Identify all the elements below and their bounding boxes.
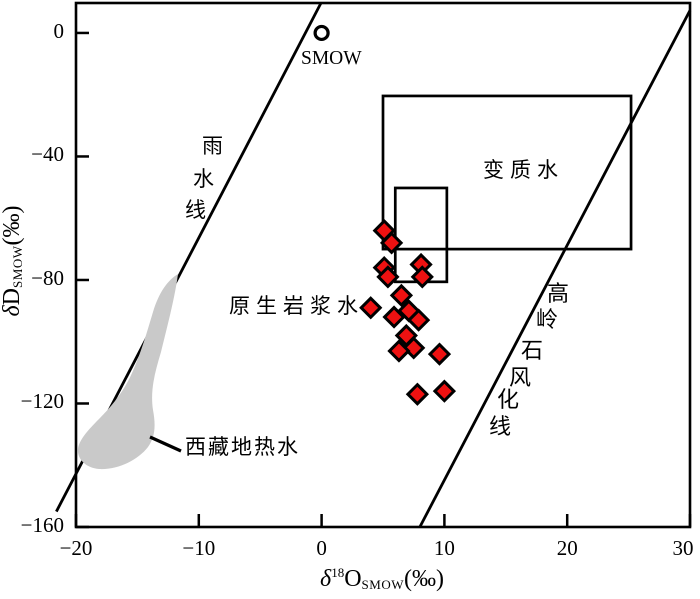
y-tick-label: −120 [20, 389, 64, 414]
sample-diamond [402, 336, 426, 360]
smow-label: SMOW [301, 48, 362, 69]
x-axis-subscript: SMOW [361, 577, 404, 592]
tibet-geothermal-leader [149, 435, 182, 453]
meteoric-line-label-char-2: 水 [193, 167, 214, 191]
magmatic-water-label: 原生岩浆水 [229, 294, 364, 318]
sample-diamond [379, 231, 404, 255]
y-axis-delta: δ [0, 305, 25, 317]
x-tick-label: 20 [556, 536, 578, 560]
tibet-geothermal-label: 西藏地热水 [185, 435, 300, 459]
x-tick-label: −20 [59, 536, 93, 560]
x-axis-title: δ18OSMOW(‰) [282, 565, 482, 592]
kaolinite-line-label-char-1: 高 [547, 281, 570, 306]
y-axis-unit: (‰) [0, 205, 25, 246]
smow-circle [313, 24, 330, 42]
sample-diamond [410, 265, 434, 289]
x-axis-main: O [344, 566, 362, 592]
x-tick-label: −10 [182, 536, 216, 560]
kaolinite-line-label-char-6: 线 [489, 414, 512, 439]
kaolinite-line-label-char-3: 石 [521, 338, 544, 363]
y-tick-label: −80 [31, 265, 64, 290]
x-axis-unit: (‰) [403, 566, 444, 592]
sample-diamond [432, 379, 457, 403]
x-tick-label: 0 [316, 536, 327, 560]
kaolinite-line-label-char-5: 化 [497, 387, 520, 412]
x-axis-delta: δ [320, 566, 332, 592]
y-tick-label: −160 [20, 513, 64, 537]
sample-diamond [427, 342, 452, 366]
sample-diamond [382, 305, 406, 329]
kaolinite-line-label-char-2: 岭 [536, 307, 559, 332]
y-axis-title: δDSMOW(‰) [0, 156, 27, 366]
metamorphic-water-box [381, 94, 633, 251]
x-tick-label: 10 [433, 536, 455, 560]
sample-diamond [389, 283, 414, 308]
sample-diamond [376, 265, 400, 289]
metamorphic-water-label: 变质水 [483, 158, 564, 182]
x-axis-superscript: 18 [331, 565, 345, 580]
sample-diamond [406, 308, 431, 332]
kaolinite-line-label-char-4: 风 [509, 365, 532, 390]
sample-diamond [387, 339, 411, 363]
sample-diamond [359, 296, 383, 320]
x-tick-label: 30 [672, 536, 694, 560]
kaolinite-weathering-line [418, 9, 692, 528]
meteoric-line-label-char-1: 雨 [202, 134, 223, 158]
sample-diamond [405, 382, 430, 406]
y-tick-label: −40 [31, 142, 64, 167]
tibet-geothermal-field [77, 274, 178, 470]
y-tick-label: 0 [53, 18, 65, 43]
y-axis-main: D [0, 287, 25, 306]
plot-border [74, 1, 692, 529]
meteoric-line-label-char-3: 线 [185, 198, 206, 222]
